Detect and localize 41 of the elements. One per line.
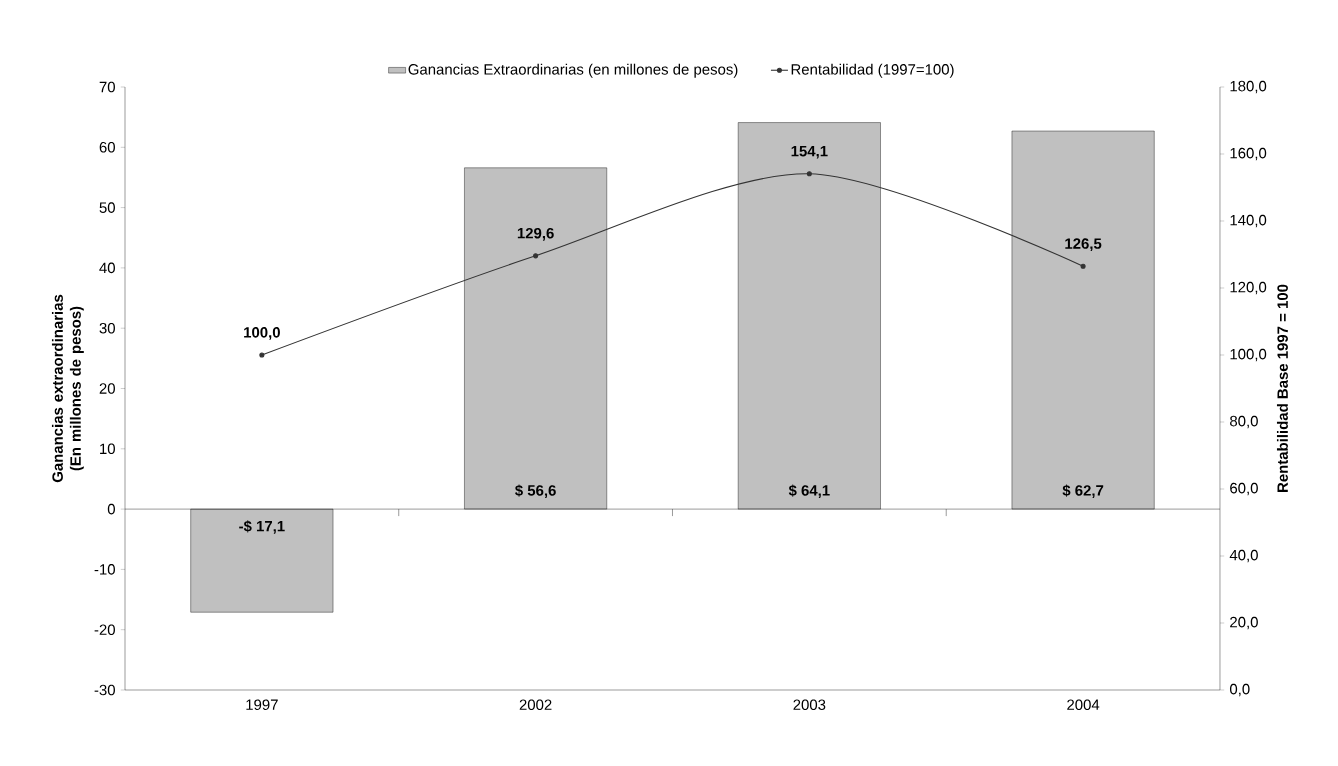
y2-tick-label: 160,0	[1230, 147, 1267, 161]
y-tick-label: 10	[100, 443, 115, 455]
y-tick-label: 70	[99, 81, 115, 93]
y-tick-label: 30	[99, 322, 115, 334]
y2-tick-label: 0,0	[1229, 683, 1250, 697]
y2-tick-label: 120,0	[1230, 281, 1267, 295]
y-tick-label: -30	[94, 684, 115, 696]
legend-label: Rentabilidad (1997=100)	[791, 63, 954, 78]
y2-tick-label: 80,0	[1230, 415, 1258, 429]
y2-tick-label: 20,0	[1230, 616, 1258, 630]
data-label: $ 64,1	[788, 484, 830, 498]
x-tick-label: 2003	[793, 699, 826, 711]
x-tick-label: 1997	[246, 699, 278, 711]
y2-tick-label: 180,0	[1230, 80, 1267, 94]
y2-tick-label: 100,0	[1230, 348, 1267, 362]
data-label: 126,5	[1065, 238, 1102, 252]
y-axis-title: Ganancias extraordinarias (En millones de pesos)	[51, 294, 84, 483]
legend-label: Ganancias Extraordinarias (en millones de pesos)	[408, 63, 738, 78]
y2-axis-title: Rentabilidad Base 1997 = 100	[1276, 284, 1288, 492]
y-tick-label: -20	[94, 624, 115, 635]
data-label: $ 62,7	[1062, 484, 1104, 498]
data-label: 100,0	[244, 327, 280, 340]
y-tick-label: 50	[99, 202, 115, 213]
y-tick-label: 60	[99, 142, 115, 153]
y-tick-label: 0	[107, 503, 115, 515]
y2-tick-label: 140,0	[1230, 214, 1267, 228]
point	[533, 253, 539, 259]
y2-tick-label: 60,0	[1230, 482, 1258, 496]
point	[806, 171, 812, 177]
y-tick-label: -10	[94, 564, 115, 575]
x-tick-label: 2004	[1067, 699, 1100, 711]
point	[259, 352, 265, 358]
y-tick-label: 20	[99, 383, 115, 394]
y2-tick-label: 40,0	[1229, 549, 1258, 563]
point	[1080, 263, 1086, 269]
y-tick-label: 40	[99, 262, 115, 274]
data-label: $ 56,6	[515, 484, 556, 498]
data-label: -$ 17,1	[239, 520, 285, 534]
x-tick-label: 2002	[519, 699, 552, 711]
data-label: 154,1	[791, 145, 828, 159]
data-label: 129,6	[517, 227, 554, 241]
